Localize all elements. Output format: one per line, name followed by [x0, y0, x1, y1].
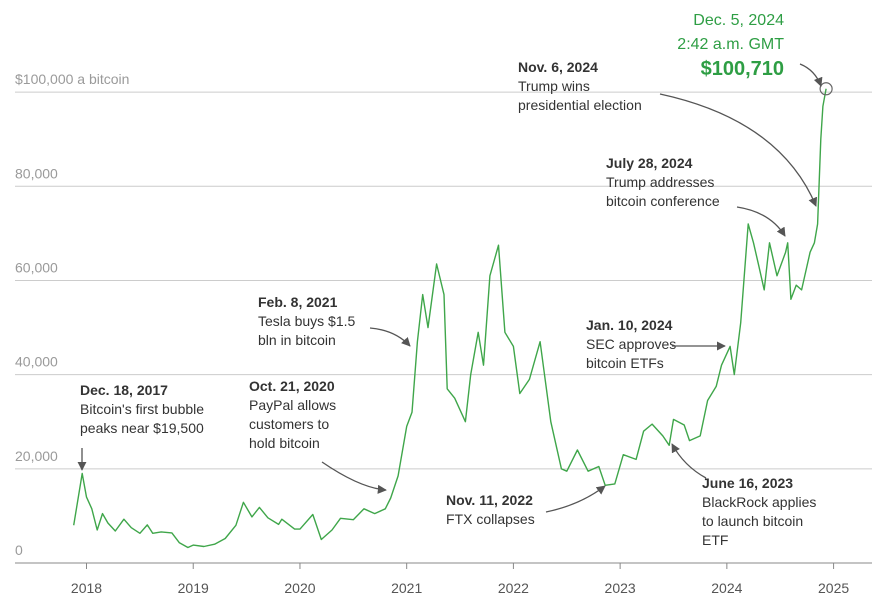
annotation: Nov. 6, 2024 Trump wins presidential elect…	[518, 59, 642, 113]
arrow	[659, 93, 818, 207]
annotation: Dec. 18, 2017 Bitcoin's first bubble peaks…	[80, 382, 204, 436]
x-tick-label: 2025	[818, 580, 849, 596]
annotation-date: July 28, 2024	[606, 155, 693, 171]
annotation-date: Oct. 21, 2020	[249, 378, 335, 394]
arrow	[545, 485, 606, 513]
annotation: Feb. 8, 2021 Tesla buys $1.5 bln in bitcoi…	[258, 294, 355, 348]
x-tick-label: 2019	[178, 580, 209, 596]
arrow	[736, 206, 786, 237]
annotation-text: SEC approves	[586, 336, 676, 352]
x-tick-label: 2021	[391, 580, 422, 596]
annotation: Jan. 10, 2024 SEC approves bitcoin ETFs	[586, 317, 676, 371]
y-tick-label: 40,000	[15, 354, 58, 370]
arrow	[321, 461, 387, 494]
x-tick-label: 2023	[605, 580, 636, 596]
annotation-text: hold bitcoin	[249, 435, 320, 451]
annotation-text: peaks near $19,500	[80, 420, 204, 436]
annotation-text: bln in bitcoin	[258, 332, 336, 348]
annotation-text: Trump addresses	[606, 174, 714, 190]
x-tick-label: 2020	[284, 580, 315, 596]
arrows	[77, 63, 823, 513]
x-tick-label: 2022	[498, 580, 529, 596]
annotation-text: BlackRock applies	[702, 494, 816, 510]
annotation-text: PayPal allows	[249, 397, 336, 413]
annotation: July 28, 2024 Trump addresses bitcoin conf…	[606, 155, 720, 209]
x-tick-label: 2018	[71, 580, 102, 596]
annotation-text: Bitcoin's first bubble	[80, 401, 204, 417]
y-tick-label: 20,000	[15, 448, 58, 464]
annotation: Nov. 11, 2022 FTX collapses	[446, 492, 535, 527]
highlight-value: $100,710	[701, 58, 784, 80]
plot: 0 20,000 40,000 60,000 80,000 $100,000 a bitc…	[15, 12, 872, 596]
price-line	[73, 88, 827, 549]
annotation-date: June 16, 2023	[702, 475, 793, 491]
annotation-date: Feb. 8, 2021	[258, 294, 338, 310]
annotation-date: Jan. 10, 2024	[586, 317, 673, 333]
annotation-date: Dec. 18, 2017	[80, 382, 168, 398]
y-tick-label: 0	[15, 542, 23, 558]
x-tick-label: 2024	[711, 580, 742, 596]
highlight-marker	[819, 82, 833, 96]
annotation: Oct. 21, 2020 PayPal allows customers to ho…	[249, 378, 336, 451]
annotation: June 16, 2023 BlackRock applies to launch …	[702, 475, 816, 548]
highlight-date: Dec. 5, 2024	[693, 12, 784, 29]
annotation-text: bitcoin ETFs	[586, 355, 664, 371]
annotation-text: to launch bitcoin	[702, 513, 803, 529]
arrow	[369, 327, 411, 347]
annotation-date: Nov. 6, 2024	[518, 59, 598, 75]
highlight-time: 2:42 a.m. GMT	[677, 36, 784, 53]
y-tick-label: 60,000	[15, 259, 58, 275]
annotation-text: customers to	[249, 416, 329, 432]
annotation-text: Trump wins	[518, 78, 590, 94]
arrow	[799, 63, 823, 87]
y-tick-label: $100,000 a bitcoin	[15, 71, 129, 87]
y-tick-label: 80,000	[15, 165, 58, 181]
annotation-date: Nov. 11, 2022	[446, 492, 533, 508]
arrow	[671, 443, 707, 479]
annotation-text: bitcoin conference	[606, 193, 720, 209]
annotation-text: Tesla buys $1.5	[258, 313, 355, 329]
annotation-text: presidential election	[518, 97, 642, 113]
annotation-text: FTX collapses	[446, 511, 535, 527]
annotation-text: ETF	[702, 532, 728, 548]
